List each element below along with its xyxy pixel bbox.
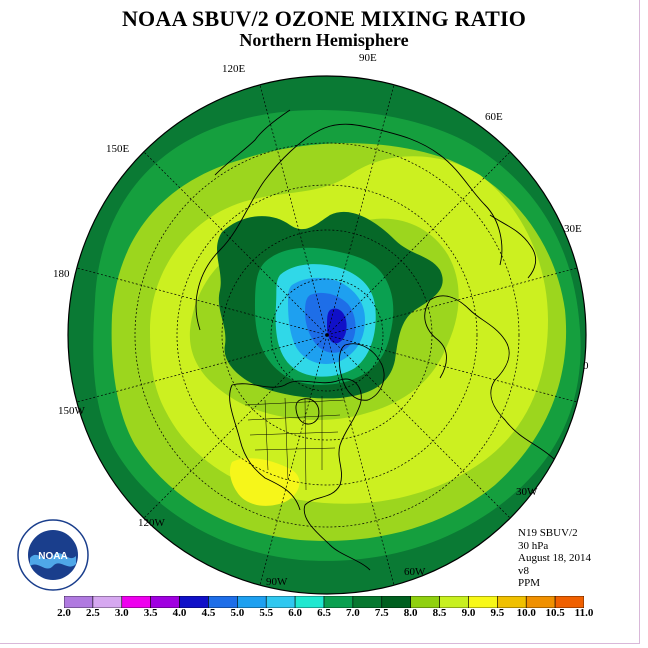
lon-label-150e: 150E [106, 143, 130, 155]
lon-label-60w: 60W [404, 566, 426, 578]
contour-yellow-patch [229, 458, 300, 506]
lon-label-150w: 150W [58, 405, 85, 417]
page-subtitle: Northern Hemisphere [239, 30, 409, 50]
meridian-line [259, 84, 328, 336]
lon-label-90w: 90W [266, 576, 288, 588]
colorbar-tick-label: 4.0 [172, 607, 187, 619]
coastline-asia [195, 123, 503, 331]
meridian-line [326, 151, 511, 336]
meridian-line [259, 334, 328, 586]
meridian-line [76, 334, 328, 403]
page-title: NOAA SBUV/2 OZONE MIXING RATIO [121, 6, 527, 31]
lon-label-120w: 120W [138, 517, 165, 529]
colorbar-tick-label: 2.0 [57, 607, 71, 619]
contour-dark-blue-core [327, 308, 347, 344]
colorbar-tick-label: 2.5 [86, 607, 100, 619]
lon-label-60e: 60E [485, 111, 503, 123]
meridian-line [143, 334, 328, 519]
coastline-north-america [229, 378, 371, 571]
colorbar-tick-label: 9.5 [490, 607, 505, 619]
colorbar-tick-label: 5.0 [230, 607, 245, 619]
info-date: August 18, 2014 [518, 552, 592, 564]
colorbar-tick-labels: 2.0 2.5 3.0 3.5 4.0 4.5 5.0 5.5 6.0 6.5 7.0 7.5 8.0 8… [0, 607, 648, 621]
lon-label-180: 180 [53, 268, 70, 280]
info-units: PPM [518, 577, 541, 589]
map-boundary [67, 75, 587, 595]
info-instrument: N19 SBUV/2 [518, 527, 578, 539]
info-level: 30 hPa [518, 539, 549, 552]
colorbar-tick-label: 3.0 [114, 607, 129, 619]
colorbar-tick-label: 10.0 [516, 607, 536, 619]
lon-label-30w: 30W [516, 486, 538, 498]
meridian-line [76, 267, 328, 336]
coastline-arabia [489, 214, 537, 279]
colorbar-tick-label: 6.0 [288, 607, 302, 619]
state-lines [244, 396, 346, 491]
info-version: v8 [518, 564, 529, 577]
coastline-hudson-bay [295, 398, 320, 425]
meridian-line [326, 84, 395, 336]
coastline-greenland [338, 343, 385, 401]
coastline-asia-east [214, 109, 291, 176]
lon-label-30e: 30E [564, 223, 582, 235]
lon-label-90e: 90E [359, 52, 377, 64]
colorbar-tick-label: 8.0 [403, 607, 418, 619]
colorbar-tick-label: 8.5 [432, 607, 447, 619]
meridian-line [326, 334, 395, 586]
logo-text: NOAA [38, 551, 67, 562]
info-block: N19 SBUV/2 30 hPa August 18, 2014 v8 PPM [518, 527, 591, 590]
meridian-line [326, 334, 578, 403]
colorbar-tick-label: 4.5 [201, 607, 216, 619]
noaa-logo: NOAA [17, 519, 89, 591]
meridian-line [326, 334, 511, 519]
coastline-europe-africa [424, 295, 556, 461]
colorbar-tick-label: 7.5 [374, 607, 389, 619]
colorbar-tick-label: 10.5 [545, 607, 565, 619]
colorbar-cell [554, 596, 584, 608]
colorbar-tick-label: 3.5 [143, 607, 158, 619]
colorbar-tick-label: 6.5 [317, 607, 331, 619]
lon-label-120e: 120E [222, 63, 246, 75]
colorbar-tick-label: 9.0 [461, 607, 476, 619]
colorbar [64, 596, 584, 608]
colorbar-tick-label: 5.5 [259, 607, 274, 619]
meridian-line [143, 151, 328, 336]
colorbar-tick-label: 11.0 [574, 607, 594, 619]
meridian-line [326, 267, 578, 336]
colorbar-tick-label: 7.0 [346, 607, 360, 619]
lon-label-0: 0 [583, 360, 589, 372]
